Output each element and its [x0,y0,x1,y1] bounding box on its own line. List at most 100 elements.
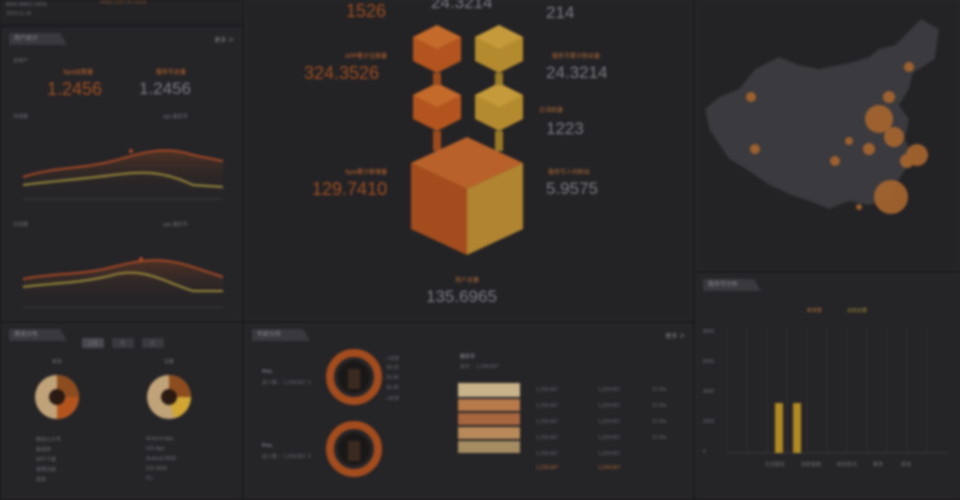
pie1-legend-0: 微信公众号 [36,437,62,443]
group2-name: Pino [262,443,273,449]
left-stat-1-value: 324.3526 [304,63,380,83]
pie1-legend-4: 其他 [36,477,47,483]
stat1-label: Spot总数量 [62,70,94,76]
table-r0c0: 1,234,567 [536,387,559,393]
legend-new: 新增量 [807,308,823,314]
top-value-mid: 24.3214 [431,0,493,12]
x-label-3: 教育 [873,462,884,468]
pie2-legend-2: Android WEB [146,456,177,462]
tab-day[interactable]: 日 [142,338,164,348]
right-stat-3-value: 5.9575 [546,179,598,198]
ring-legend-4: >45岁 [386,396,400,402]
age-more-link[interactable]: 更多 ≫ [665,334,685,340]
table-r1c1: 1,234,567 [598,403,621,409]
cube-graphic [411,25,523,255]
table-r5c0: 1,234,567 [536,465,559,471]
pie2-legend-1: iOS App [146,446,165,452]
pie2-legend-4: PC [146,476,153,482]
pie2-legend-3: iOS WEB [146,466,168,472]
bottom-stat-value: 135.6965 [426,287,497,306]
stat1-value: 1.2456 [47,79,103,99]
table-r1c0: 1,234,567 [536,403,559,409]
y-tick-4: 0 [703,449,706,455]
chart2-series-service [22,271,223,292]
total-users-label: 总用户 [13,58,29,64]
chart1-legend: app 服务号 [163,114,188,120]
group2-sub: 总人数 ：1,234,567 人 [262,454,313,460]
chart2-lines [22,257,224,308]
users-panel-title: 用户统计 [9,33,67,45]
table-r1c2: 12.3% [652,403,667,409]
pie2-legend-0: Android App [146,436,174,442]
table-r5c1: 1,234,567 [598,465,621,471]
table-r2c2: 12.3% [652,419,667,425]
ring-legend-3: 36-45 [386,385,399,391]
ring-legend-0: <18岁 [386,356,400,362]
left-stat-2-label: Spot累计新增量 [344,170,388,176]
table-r4c1: 1,234,567 [598,451,621,457]
map-panel [696,0,960,270]
chart2-legend: app 服务号 [163,222,188,228]
group1-sub: 总人数 ：1,234,567 人 [262,380,313,386]
pie1 [35,375,79,419]
table-r3c2: 12.3% [652,435,667,441]
china-map [704,18,940,214]
ring-legend-1: 18-25 [386,365,399,371]
bar-new [775,403,783,453]
stacked-column [458,383,520,453]
pie2-title: 设备 [164,359,175,365]
center-panel: 1526 24.3214 214 APP累计注册量 324.3526 Spot累… [245,0,692,320]
chart2-title: 日增量 [13,222,29,228]
table-r2c1: 1,234,567 [598,419,621,425]
distribution-panel-title: 渠道分布 [9,329,67,341]
users-panel: 用户统计 更多 ≫ 总用户 Spot总数量 1.2456 服务号总量 1.245… [2,28,241,320]
top-value-left: 1526 [346,1,387,21]
y-tick-1: 6000 [703,359,715,365]
y-tick-2: 4000 [703,389,715,395]
header-line2: 2024-11-18 [6,11,32,17]
ring-legend-2: 26-35 [386,375,399,381]
ring1 [326,349,382,405]
header-title: ANALYSIS OF DATA [100,0,147,6]
top-value-right: 214 [546,3,575,22]
right-stat-3-label: 服务号人均粉丝 [547,170,590,176]
tab-total[interactable]: 总量 [82,338,104,348]
left-stat-1-label: APP累计注册量 [344,54,387,60]
service-panel-title: 服务号分析 [703,279,761,291]
table-sub: 总计 ：1,234,567 [460,364,499,370]
table-r2c0: 1,234,567 [536,419,559,425]
right-stat-2-value: 1223 [546,119,584,138]
left-stat-2-value: 129.7410 [312,179,388,199]
table-r0c1: 1,234,567 [598,387,621,393]
chart2-series-app [22,259,224,280]
table-r0c2: 12.3% [652,387,667,393]
group1-name: Pino [262,369,273,375]
chart1-series-app [22,149,224,178]
pie1-legend-1: 渠道商 [36,447,52,453]
ring2 [326,421,382,477]
x-label-4: 其他 [901,462,912,468]
table-r4c0: 1,234,567 [536,451,559,457]
tab-month[interactable]: 月 [112,338,134,348]
chart1-title: 月增量 [13,114,29,120]
stat2-value: 1.2456 [139,79,191,98]
table-title: 服务号 [460,354,476,360]
stat2-label: 服务号总量 [155,70,186,76]
top-header: BIAS AMES DATA 2024-11-18 ANALYSIS OF DA… [0,0,243,24]
chart1-lines [22,149,224,200]
table-r3c0: 1,234,567 [536,435,559,441]
table-r3c1: 1,234,567 [598,435,621,441]
bar-total [793,403,801,453]
chart1-series-service [22,171,224,188]
service-bar-chart [726,329,947,454]
users-more-link[interactable]: 更多 ≫ [214,38,234,44]
x-label-1: 财经金融 [801,462,822,468]
right-stat-1-value: 24.3214 [546,63,608,82]
age-panel: 年龄分布 更多 ≫ Pino 总人数 ：1,234,567 人 Pino 总人数… [245,324,692,498]
x-label-0: 生活服务 [765,462,786,468]
x-label-2: 新闻资讯 [837,462,858,468]
y-tick-0: 8000 [703,329,715,335]
bottom-stat-label: 用户总量 [454,278,479,284]
right-stat-1-label: 服务号累计粉丝量 [551,54,600,60]
age-panel-title: 年龄分布 [252,329,310,341]
